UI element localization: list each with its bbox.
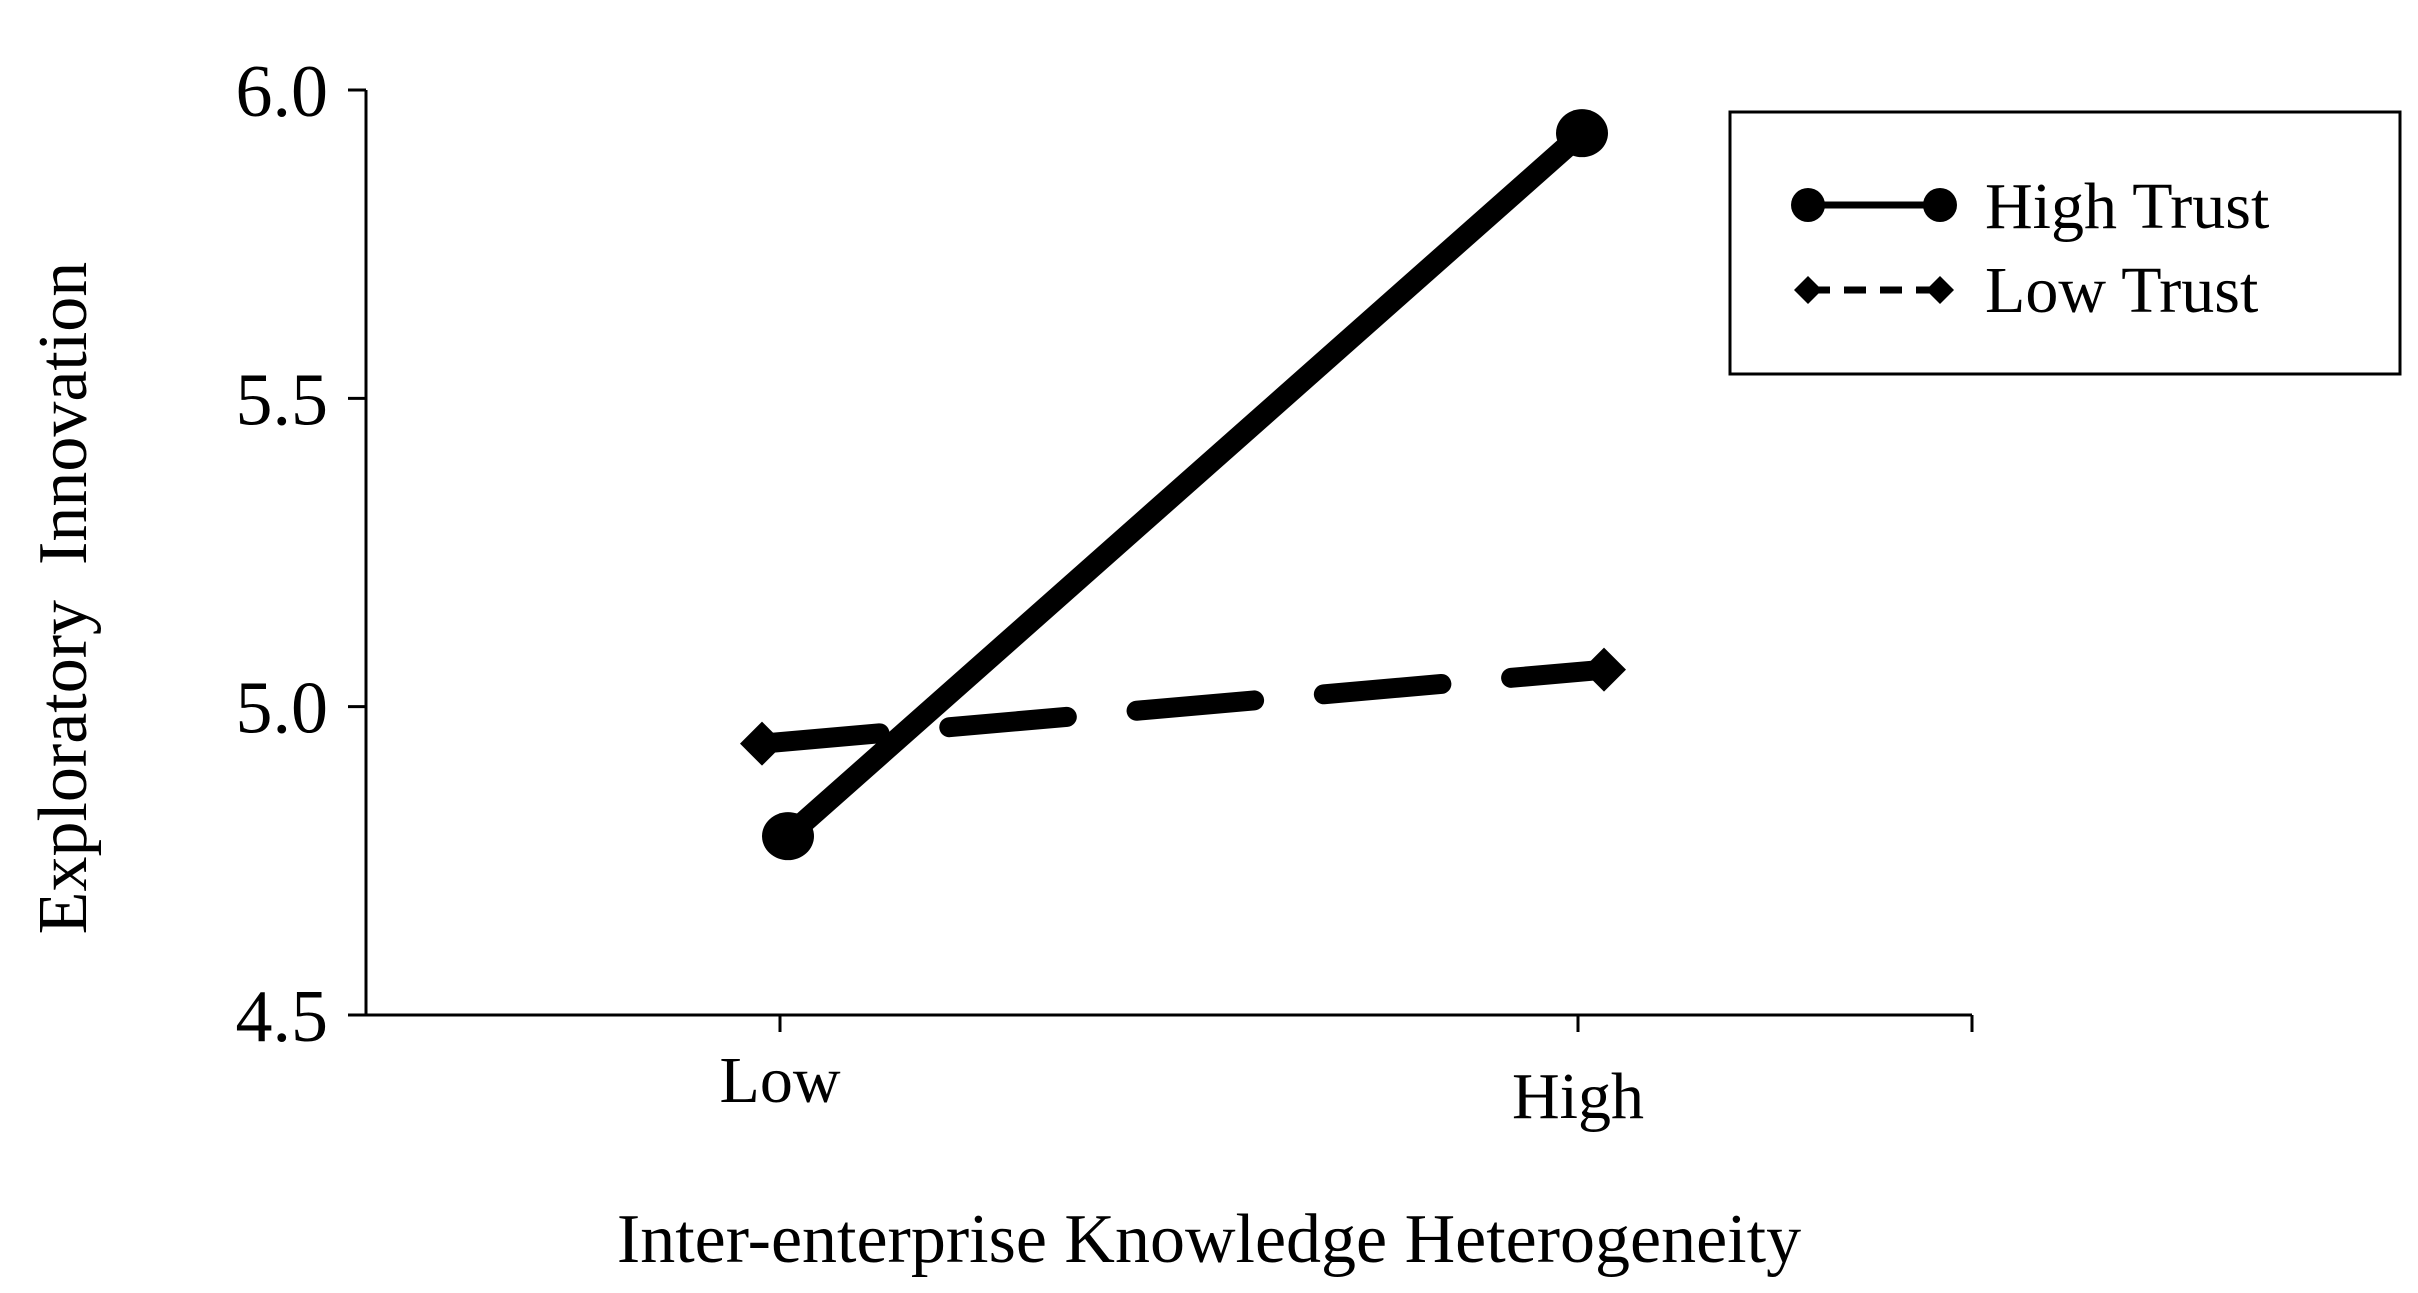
legend-marker-low-trust <box>1926 276 1954 304</box>
y-ticks: 4.5 5.0 5.5 6.0 <box>236 51 366 1058</box>
x-tick-label-high: High <box>1512 1060 1644 1133</box>
legend-entry-high-trust: High Trust <box>1791 170 2269 243</box>
point-high-trust-low <box>762 812 814 861</box>
legend-marker-high-trust <box>1791 188 1825 222</box>
point-low-trust-low <box>740 721 784 766</box>
legend: High Trust Low Trust <box>1728 110 2402 376</box>
legend-label-low-trust: Low Trust <box>1985 254 2258 327</box>
point-high-trust-high <box>1556 109 1608 158</box>
y-tick-label: 6.0 <box>236 51 329 133</box>
point-low-trust-high <box>1582 647 1626 692</box>
legend-marker-high-trust <box>1923 188 1957 222</box>
legend-marker-low-trust <box>1794 276 1822 304</box>
y-tick-label: 5.5 <box>236 359 329 441</box>
legend-label-high-trust: High Trust <box>1985 170 2269 243</box>
series-line-high-trust <box>780 124 1590 845</box>
x-ticks: Low High <box>720 1015 1644 1133</box>
x-axis-title: Inter-enterprise Knowledge Heterogeneity <box>617 1201 1801 1278</box>
legend-entry-low-trust: Low Trust <box>1794 254 2258 327</box>
series-line-low-trust <box>752 659 1614 754</box>
y-tick-label: 5.0 <box>236 668 329 750</box>
x-tick-label-low: Low <box>720 1044 841 1117</box>
series-layer <box>740 109 1626 861</box>
y-axis-title: Exploratory Innovation <box>25 262 102 935</box>
y-tick-label: 4.5 <box>236 976 329 1058</box>
axes <box>364 90 1974 1032</box>
legend-box <box>1728 110 2402 376</box>
